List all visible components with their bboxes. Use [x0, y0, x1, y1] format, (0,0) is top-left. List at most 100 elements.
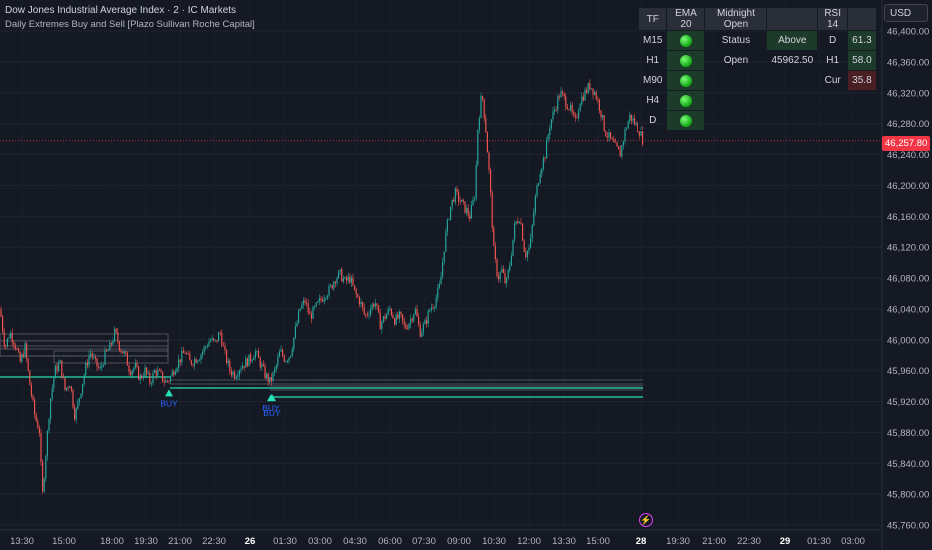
candle-body	[118, 341, 120, 351]
candle-body	[536, 185, 538, 197]
candle-body	[328, 286, 330, 296]
candle-body	[446, 219, 448, 232]
candle-body	[155, 370, 157, 376]
candle-body	[360, 301, 362, 305]
table-header-row: TF EMA 20 Midnight Open RSI 14	[637, 7, 877, 31]
x-tick-label: 01:30	[807, 536, 831, 547]
y-tick-label: 45,880.00	[887, 428, 929, 439]
candle-body	[274, 369, 276, 373]
ema-status-cell	[666, 50, 706, 71]
candle-body	[117, 332, 119, 342]
candle-body	[595, 91, 597, 100]
candle-body	[610, 132, 612, 138]
candle-body	[334, 281, 336, 284]
candle-body	[403, 320, 405, 325]
candle-body	[592, 88, 594, 95]
candle-body	[382, 316, 384, 322]
candle-body	[517, 221, 519, 224]
candle-body	[458, 191, 460, 202]
candle-body	[154, 370, 156, 373]
candle-body	[550, 119, 552, 129]
candle-body	[310, 313, 312, 319]
candle-body	[398, 311, 400, 319]
green-dot-icon	[679, 114, 692, 127]
candle-body	[64, 377, 66, 390]
candle-body	[61, 360, 63, 378]
x-tick-label: 13:30	[10, 536, 34, 547]
candle-body	[146, 367, 148, 374]
candle-body	[114, 328, 116, 342]
candle-body	[109, 342, 111, 350]
candle-body	[339, 269, 341, 272]
candle-body	[549, 128, 551, 135]
lightning-icon[interactable]: ⚡	[639, 513, 653, 527]
candle-body	[163, 381, 165, 383]
candle-body	[42, 462, 44, 492]
candle-body	[56, 365, 58, 372]
candle-body	[474, 198, 476, 200]
candle-body	[504, 272, 506, 284]
candle-body	[618, 146, 620, 150]
x-tick-label: 01:30	[273, 536, 297, 547]
candle-body	[150, 383, 152, 384]
candle-body	[627, 121, 629, 129]
candle-body	[368, 314, 370, 316]
indicator-table: TF EMA 20 Midnight Open RSI 14 M15 Statu…	[637, 7, 877, 131]
candle-body	[126, 353, 128, 366]
candle-body	[603, 115, 605, 132]
candle-body	[283, 355, 285, 362]
candle-body	[6, 338, 8, 346]
candle-body	[82, 383, 84, 394]
tf-label: M90	[637, 70, 668, 91]
candle-body	[226, 350, 228, 364]
currency-selector[interactable]: USD	[884, 4, 928, 22]
y-tick-label: 46,160.00	[887, 212, 929, 223]
candle-body	[123, 351, 125, 354]
candle-body	[515, 221, 517, 224]
candle-body	[26, 343, 28, 359]
rsi-value: 61.3	[847, 30, 877, 51]
candle-body	[184, 353, 186, 354]
candle-body	[174, 371, 176, 375]
candle-body	[602, 115, 604, 118]
header-midnight-open: Midnight Open	[704, 7, 768, 31]
candle-body	[611, 137, 613, 140]
candle-body	[106, 349, 108, 351]
candle-body	[66, 387, 68, 390]
candle-body	[619, 149, 621, 157]
candle-body	[262, 364, 264, 366]
candle-body	[314, 306, 316, 308]
x-tick-label: 04:30	[343, 536, 367, 547]
buy-arrow-icon	[165, 389, 173, 397]
range-box	[0, 340, 169, 350]
buy-label: BUY	[263, 408, 281, 418]
candle-body	[624, 129, 626, 142]
candle-body	[86, 363, 88, 366]
candle-body	[600, 110, 602, 118]
candle-body	[389, 308, 391, 310]
candle-body	[59, 360, 61, 364]
candle-body	[326, 295, 328, 299]
candle-body	[341, 269, 343, 282]
candle-body	[552, 111, 554, 120]
table-row: M15 Status Above D 61.3	[637, 30, 877, 51]
candle-body	[189, 353, 191, 361]
candle-body	[50, 398, 52, 420]
candle-body	[69, 386, 71, 388]
candle-body	[54, 365, 56, 379]
candle-body	[560, 91, 562, 98]
candle-body	[480, 96, 482, 119]
header-rsi: RSI 14	[817, 7, 849, 31]
candle-body	[280, 349, 282, 352]
candle-body	[414, 309, 416, 315]
candle-body	[462, 199, 464, 202]
candle-body	[635, 123, 637, 125]
candle-body	[24, 343, 26, 357]
candle-body	[466, 208, 468, 213]
candle-body	[557, 96, 559, 110]
candle-body	[371, 304, 373, 309]
candle-body	[205, 346, 207, 348]
candle-body	[454, 188, 456, 202]
candle-body	[254, 351, 256, 358]
